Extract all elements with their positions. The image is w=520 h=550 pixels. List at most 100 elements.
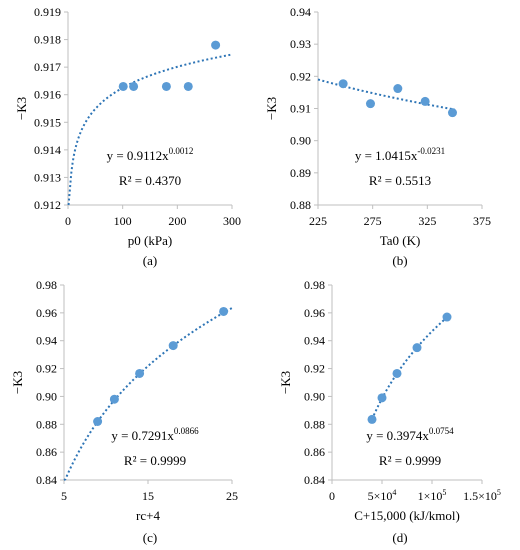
y-tick-label: 0.84 <box>36 473 57 487</box>
y-tick-label: 0.96 <box>304 306 325 320</box>
x-tick-label: 1×105 <box>418 488 447 503</box>
panel-label: (d) <box>392 530 407 545</box>
equation-base: y = 0.9112x <box>107 148 170 163</box>
data-point <box>442 312 452 322</box>
y-tick-label: 0.86 <box>304 445 325 459</box>
y-tick-label: 0.913 <box>34 170 61 184</box>
trendline-equation: y = 0.3974x0.0754 <box>366 426 454 443</box>
y-tick-label: 0.92 <box>304 362 325 376</box>
y-tick-label: 0.916 <box>34 88 61 102</box>
data-point <box>135 368 145 378</box>
y-tick-label: 0.86 <box>36 445 57 459</box>
y-tick-label: 0.94 <box>304 334 325 348</box>
y-tick-label: 0.88 <box>36 417 57 431</box>
panel-label: (b) <box>392 253 407 268</box>
x-axis-title: Ta0 (K) <box>380 233 421 248</box>
r-squared-label: R² = 0.9999 <box>124 453 186 468</box>
r-squared-label: R² = 0.5513 <box>369 173 431 188</box>
x-tick-label: 25 <box>226 489 238 503</box>
equation-base: y = 1.0415x <box>355 148 418 163</box>
data-point <box>161 81 171 91</box>
trendline <box>63 307 233 481</box>
x-tick-label: 275 <box>364 214 382 228</box>
x-tick-label: 325 <box>418 214 436 228</box>
data-point <box>412 343 422 353</box>
equation-exponent: 0.0866 <box>174 426 199 436</box>
y-tick-label: 0.93 <box>290 37 311 51</box>
chart-panel-c: 0.84 0.86 0.88 0.90 0.92 0.94 0.96 0.98 5 15 25 rc+… <box>10 278 238 545</box>
y-tick-label: 0.98 <box>36 278 57 292</box>
x-tick-label-base: 1.5×10 <box>463 489 497 503</box>
y-tick-label: 0.98 <box>304 278 325 292</box>
data-point <box>420 96 430 106</box>
y-tick-label: 0.88 <box>304 417 325 431</box>
trendline-equation: y = 1.0415x-0.0231 <box>355 146 445 163</box>
x-tick-label: 0 <box>65 214 71 228</box>
y-tick-label: 0.84 <box>304 473 325 487</box>
r-squared-label: R² = 0.9999 <box>379 453 441 468</box>
y-tick-label: 0.914 <box>34 143 61 157</box>
data-point <box>211 40 221 50</box>
chart-panel-b: 0.88 0.89 0.90 0.91 0.92 0.93 0.94 225 275 325 375… <box>264 5 491 268</box>
trendline-equation: y = 0.9112x0.0012 <box>107 146 194 163</box>
x-tick-label: 100 <box>114 214 132 228</box>
panel-label: (c) <box>143 530 157 545</box>
x-axis-title: C+15,000 (kJ/kmol) <box>354 508 460 523</box>
data-point <box>219 306 229 316</box>
y-tick-label: 0.915 <box>34 115 61 129</box>
y-tick-label: 0.92 <box>290 69 311 83</box>
data-point <box>393 84 403 94</box>
data-point <box>377 393 387 403</box>
y-tick-label: 0.917 <box>34 60 61 74</box>
y-tick-label: 0.91 <box>290 102 311 116</box>
y-tick-label: 0.90 <box>290 134 311 148</box>
trendline <box>67 53 233 206</box>
data-point <box>183 81 193 91</box>
y-axis-title: −K3 <box>278 371 293 394</box>
data-point <box>392 368 402 378</box>
data-point <box>168 341 178 351</box>
x-axis-title: rc+4 <box>136 508 160 523</box>
x-axis-title: p0 (kPa) <box>128 233 172 248</box>
y-tick-label: 0.919 <box>34 5 61 19</box>
chart-panel-a: 0.912 0.913 0.914 0.915 0.916 0.917 0.918 0.919… <box>14 5 241 268</box>
data-point <box>447 108 457 118</box>
equation-exponent: -0.0231 <box>417 146 445 156</box>
x-tick-label: 5 <box>61 489 67 503</box>
data-point <box>109 394 119 404</box>
y-tick-label: 0.90 <box>304 389 325 403</box>
y-tick-label: 0.912 <box>34 198 61 212</box>
x-tick-label-base: 0 <box>329 489 335 503</box>
x-tick-label: 0 <box>329 489 335 503</box>
equation-base: y = 0.7291x <box>111 428 174 443</box>
trendline <box>317 78 455 111</box>
y-axis-title: −K3 <box>14 97 29 120</box>
data-point <box>338 79 348 89</box>
data-point <box>93 417 103 426</box>
x-tick-label-base: 5×10 <box>368 489 393 503</box>
x-tick-label: 300 <box>223 214 241 228</box>
data-point <box>118 81 128 91</box>
equation-base: y = 0.3974x <box>366 428 429 443</box>
x-tick-label: 5×104 <box>368 488 397 503</box>
x-tick-label-exponent: 5 <box>442 488 446 497</box>
x-tick-label: 1.5×105 <box>463 488 501 503</box>
trendline-equation: y = 0.7291x0.0866 <box>111 426 199 443</box>
x-tick-label-base: 1×10 <box>418 489 443 503</box>
trendline <box>371 316 448 420</box>
y-tick-label: 0.918 <box>34 33 61 47</box>
equation-exponent: 0.0754 <box>429 426 454 436</box>
r-squared-label: R² = 0.4370 <box>119 173 181 188</box>
data-point <box>365 99 375 109</box>
x-tick-label: 225 <box>309 214 327 228</box>
x-tick-label: 200 <box>168 214 186 228</box>
panel-label: (a) <box>143 253 157 268</box>
x-tick-label-exponent: 5 <box>497 488 501 497</box>
data-point <box>367 414 377 424</box>
data-point <box>129 81 139 91</box>
equation-exponent: 0.0012 <box>169 146 194 156</box>
y-tick-label: 0.88 <box>290 198 311 212</box>
chart-panel-d: 0.84 0.86 0.88 0.90 0.92 0.94 0.96 0.98 0 5×104 1×… <box>278 278 501 545</box>
x-tick-label: 375 <box>473 214 491 228</box>
